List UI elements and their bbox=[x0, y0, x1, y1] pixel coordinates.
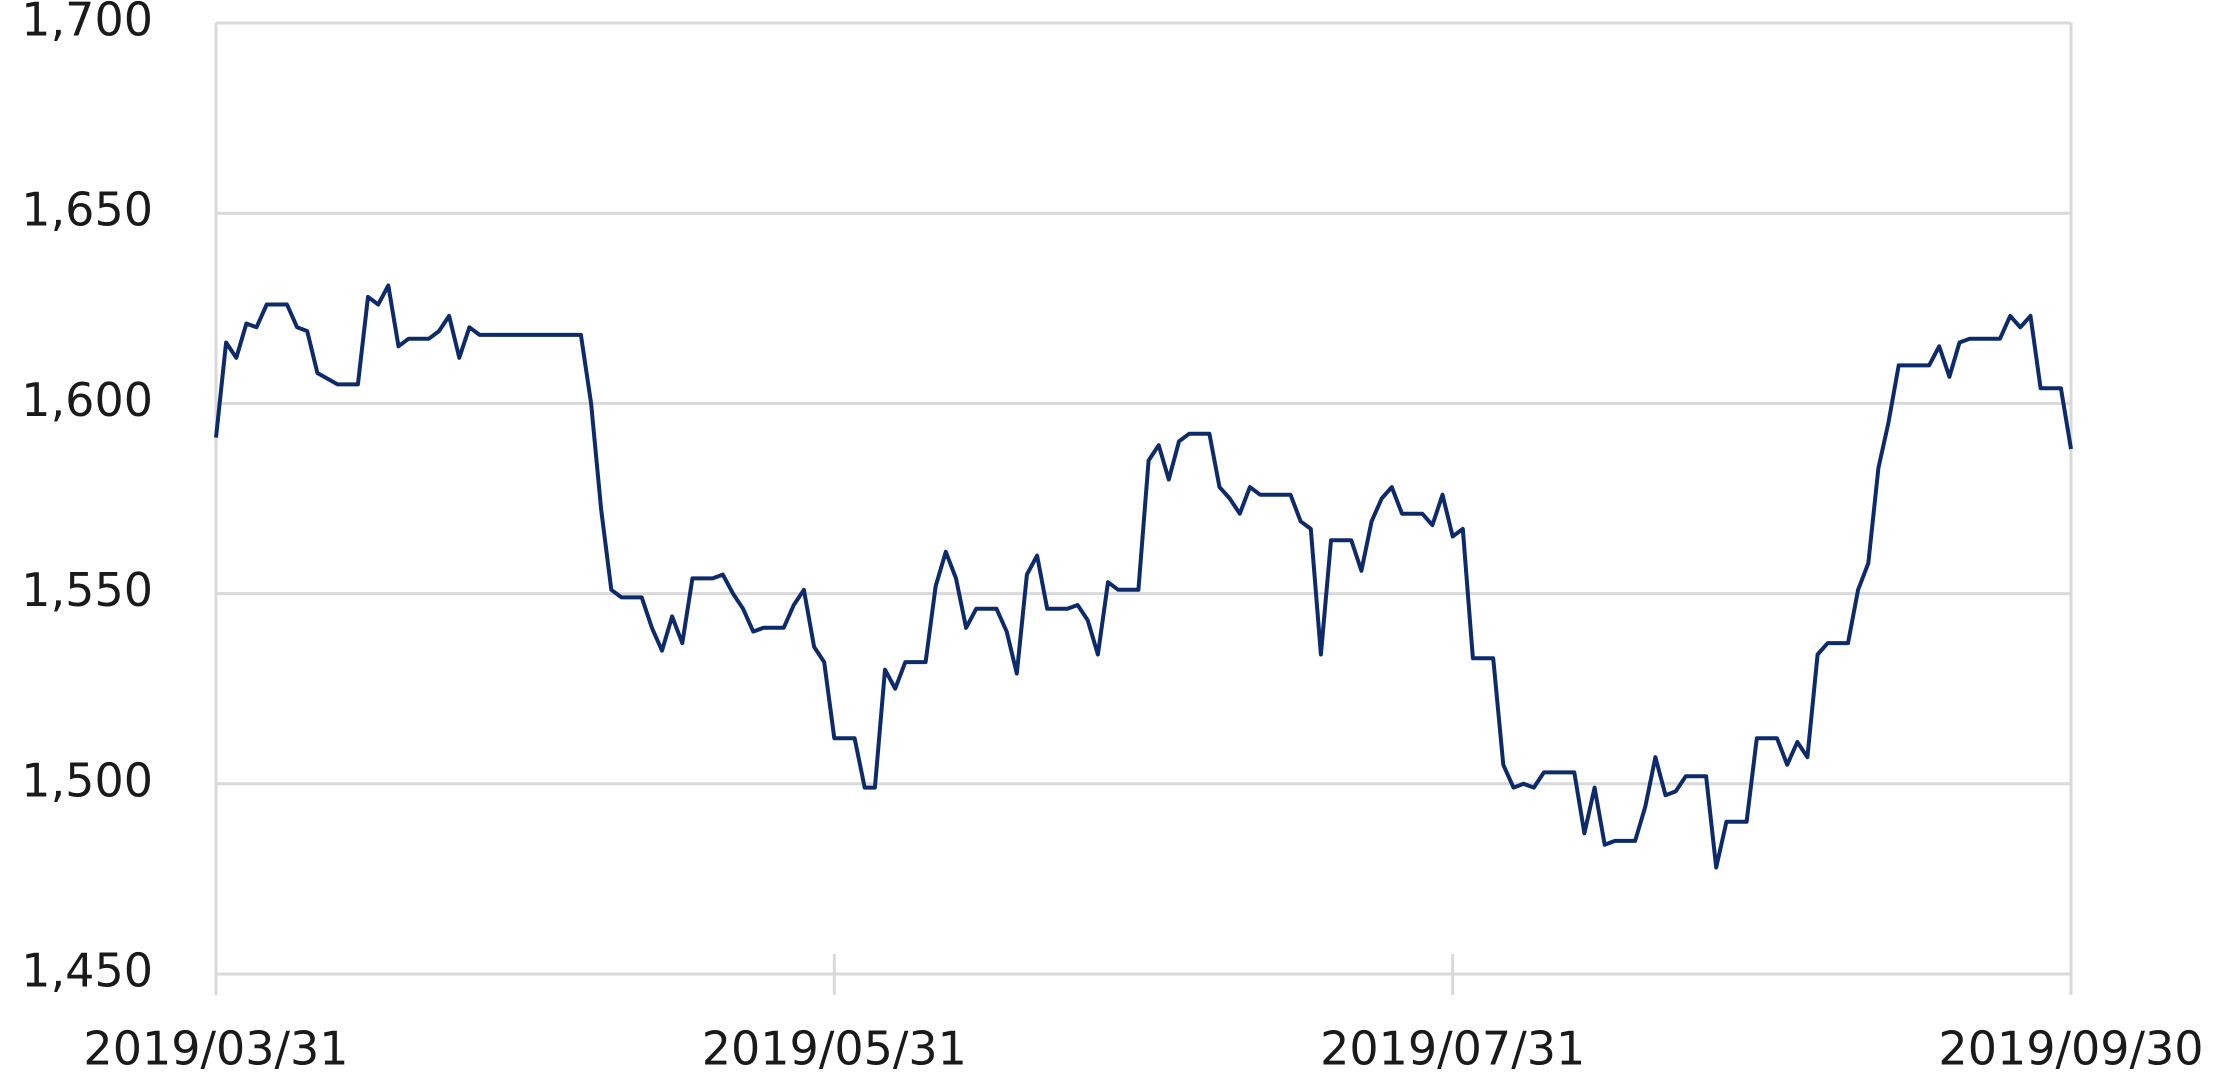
y-tick-label: 1,700 bbox=[21, 0, 153, 47]
x-tick-label: 2019/07/31 bbox=[1320, 1022, 1585, 1076]
y-tick-label: 1,650 bbox=[21, 183, 153, 237]
y-tick-label: 1,550 bbox=[21, 563, 153, 617]
x-tick-label: 2019/05/31 bbox=[702, 1022, 967, 1076]
data-line bbox=[214, 283, 2073, 870]
y-tick-label: 1,500 bbox=[21, 753, 153, 807]
y-tick-label: 1,600 bbox=[21, 373, 153, 427]
y-tick-label: 1,450 bbox=[21, 944, 153, 998]
x-tick-label: 2019/03/31 bbox=[83, 1022, 348, 1076]
x-tick-label: 2019/09/30 bbox=[1938, 1022, 2203, 1076]
